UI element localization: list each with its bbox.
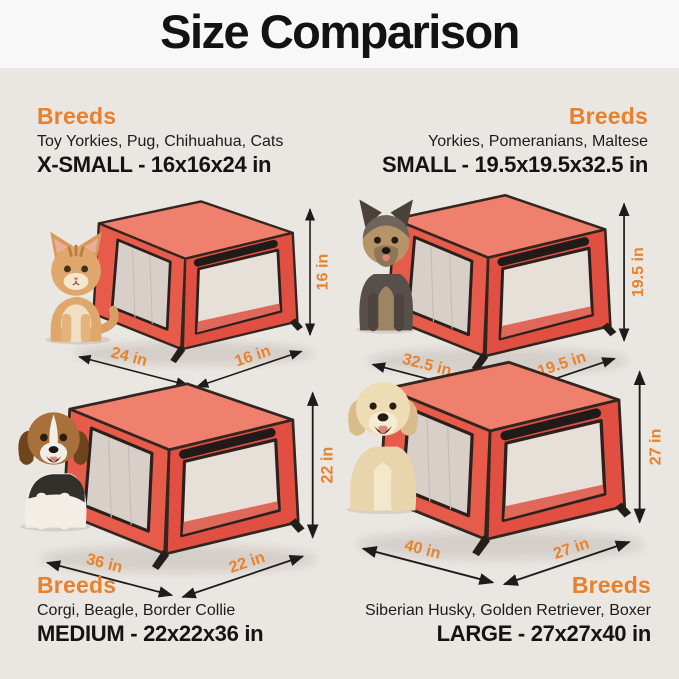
golden-retriever-image [347, 381, 419, 515]
text-block-medium: Breeds Corgi, Beagle, Border Collie MEDI… [37, 572, 264, 647]
size-label: MEDIUM - 22x22x36 in [37, 621, 264, 647]
depth-arrow [195, 350, 303, 388]
handle [179, 428, 276, 459]
breeds-heading: Breeds [571, 572, 651, 598]
dimension-arrows [78, 208, 316, 388]
length-arrow [361, 546, 495, 585]
length-arrow [78, 354, 189, 388]
height-dimension-label: 27 in [646, 429, 664, 466]
handle [500, 408, 602, 441]
side-mesh-window [110, 238, 172, 331]
kitten-image [45, 231, 119, 345]
kitten-illustration [34, 226, 120, 345]
side-mesh-window [407, 235, 474, 337]
text-block-small: Breeds Yorkies, Pomeranians, Maltese SMA… [382, 104, 648, 177]
header: Size Comparison [0, 0, 679, 68]
breeds-list: Toy Yorkies, Pug, Chihuahua, Cats [37, 132, 284, 150]
depth-arrow [502, 540, 631, 586]
dimension-arrows [361, 370, 646, 586]
handle [193, 239, 278, 267]
text-block-large: Breeds Siberian Husky, Golden Retriever,… [365, 573, 651, 646]
beagle-illustration [10, 392, 102, 532]
dimension-arrows [45, 391, 319, 599]
beagle-image [18, 412, 91, 532]
breeds-list: Siberian Husky, Golden Retriever, Boxer [364, 601, 651, 619]
size-label: SMALL - 19.5x19.5x32.5 in [381, 152, 648, 178]
golden-retriever-illustration [338, 362, 428, 515]
yorkshire-terrier-illustration [348, 196, 426, 335]
side-mesh-window [83, 426, 154, 533]
breeds-list: Corgi, Beagle, Border Collie [37, 601, 236, 619]
crate-floor [500, 306, 592, 339]
text-block-x-small: Breeds Toy Yorkies, Pug, Chihuahua, Cats… [37, 104, 283, 177]
height-dimension-label: 16 in [313, 254, 331, 291]
handle [497, 237, 590, 267]
crate-floor [504, 484, 604, 520]
crate-floor [182, 501, 279, 535]
crate-scene-medium: 22 in 36 in 22 in [2, 373, 338, 606]
yorkshire-terrier-image [356, 199, 416, 334]
height-dimension-label: 19.5 in [629, 247, 647, 297]
breeds-list: Yorkies, Pomeranians, Maltese [428, 132, 648, 150]
size-label: X-SMALL - 16x16x24 in [37, 152, 272, 178]
page-title: Size Comparison [160, 4, 520, 58]
depth-arrow [181, 555, 305, 599]
breeds-heading: Breeds [37, 103, 117, 129]
crate-floor [196, 303, 281, 333]
breeds-heading: Breeds [37, 572, 117, 598]
height-dimension-label: 22 in [319, 447, 337, 484]
size-label: LARGE - 27x27x40 in [436, 621, 652, 647]
length-arrow [45, 560, 174, 598]
breeds-heading: Breeds [568, 103, 648, 129]
